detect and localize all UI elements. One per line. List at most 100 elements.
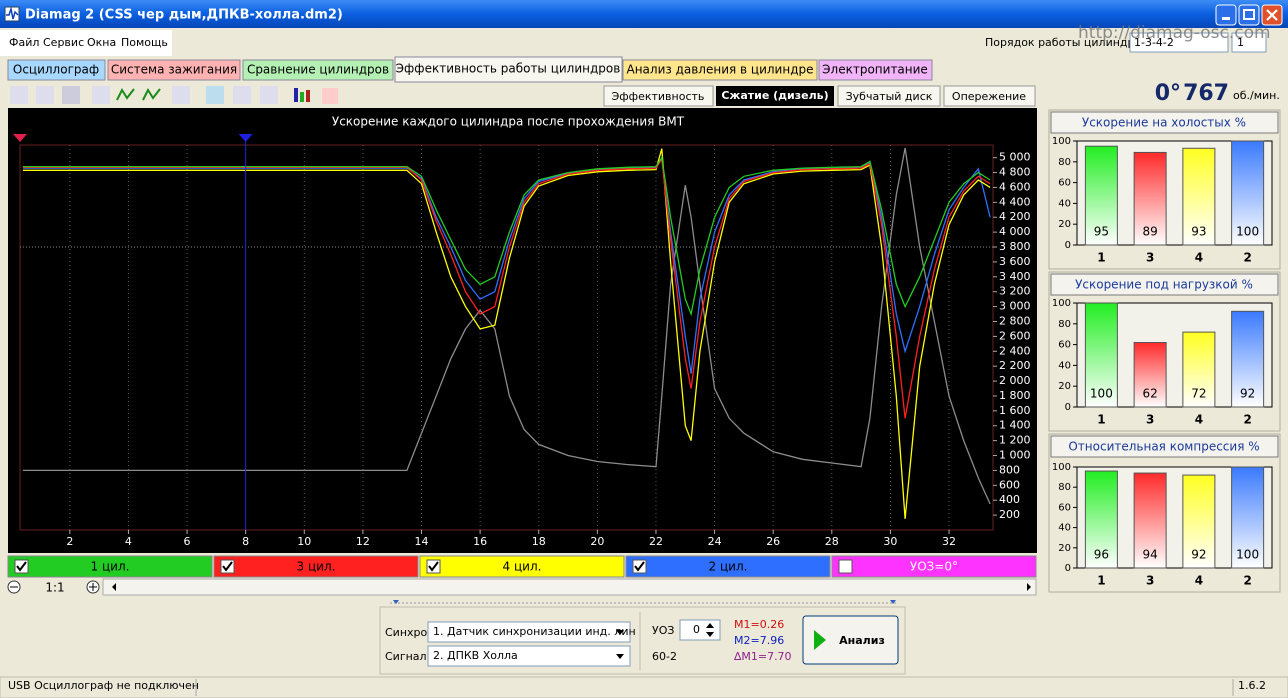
panel-frame (1048, 109, 1281, 270)
tool-button[interactable] (300, 92, 304, 102)
bar-value-label: 93 (1191, 225, 1206, 239)
tab-label: Эффективность работы цилиндров (396, 62, 621, 76)
bar-value-label: 100 (1236, 225, 1259, 239)
tab-active[interactable] (394, 56, 623, 83)
panel-title-button[interactable] (1050, 111, 1279, 134)
x-tick-label: 2 (66, 535, 73, 548)
signal-value: 2. ДПКВ Холла (433, 649, 518, 662)
y-tick-label: 100 (1052, 462, 1071, 473)
minimize-button[interactable] (1215, 4, 1237, 26)
tool-button[interactable] (294, 88, 298, 102)
legend-item[interactable] (213, 555, 419, 578)
cursor-marker[interactable] (13, 134, 27, 142)
y-tick-label: 40 (1058, 523, 1071, 534)
y-tick-label: 20 (1058, 543, 1071, 554)
y-tick-label: 1 200 (999, 434, 1031, 447)
uoz-spin[interactable] (679, 619, 721, 641)
bar (1133, 342, 1167, 408)
menu-item[interactable]: Сервис (43, 36, 84, 49)
y-tick-label: 0 (1065, 402, 1071, 413)
legend-item[interactable] (419, 555, 625, 578)
tab[interactable] (818, 59, 933, 81)
tool-button[interactable] (142, 87, 161, 101)
series-line (22, 147, 991, 505)
panel-title-button[interactable] (1050, 273, 1279, 296)
close-icon (1266, 9, 1278, 21)
toolbar (10, 86, 338, 104)
menu-item[interactable]: Файл (9, 36, 39, 49)
tool-button[interactable] (36, 86, 54, 104)
bar-value-label: 92 (1240, 387, 1255, 401)
tool-button[interactable] (172, 86, 190, 104)
spin-arrows[interactable] (706, 623, 714, 637)
legend-label: 3 цил. (297, 560, 336, 574)
legend-label: 4 цил. (503, 560, 542, 574)
subtab-active[interactable] (716, 86, 834, 106)
y-tick-label: 60 (1058, 502, 1071, 513)
dropdown-arrow (616, 630, 624, 635)
tool-button[interactable] (116, 87, 135, 101)
y-tick-label: 80 (1058, 319, 1071, 330)
subtab[interactable] (603, 85, 714, 107)
tab[interactable] (7, 59, 106, 81)
legend-label: 1 цил. (91, 560, 130, 574)
menu-item[interactable]: Окна (87, 36, 116, 49)
check-mark (222, 561, 233, 572)
tool-button[interactable] (322, 88, 338, 104)
tab[interactable] (622, 59, 818, 81)
tab[interactable] (107, 59, 241, 81)
bar-value-label: 62 (1142, 387, 1157, 401)
analyze-label: Анализ (839, 634, 885, 647)
subtab[interactable] (943, 85, 1036, 107)
x-tick-label: 6 (184, 535, 191, 548)
second-select[interactable] (1231, 32, 1267, 53)
y-tick-label: 0 (1065, 563, 1071, 574)
panel-title-button[interactable] (1050, 435, 1279, 458)
analyze-button[interactable] (802, 615, 899, 665)
menu-item[interactable]: Помощь (121, 36, 168, 49)
legend-checkbox[interactable] (838, 559, 853, 574)
tool-button[interactable] (92, 86, 110, 104)
m1-label: M1=0.26 (734, 618, 784, 631)
y-tick-label: 40 (1058, 198, 1071, 209)
legend-item[interactable] (831, 555, 1037, 578)
bar-value-label: 100 (1090, 387, 1113, 401)
y-tick-label: 200 (999, 508, 1020, 521)
bar (1133, 151, 1167, 246)
rpm-unit: об./мин. (1233, 89, 1280, 102)
x-tick-label: 32 (942, 535, 956, 548)
cylinder-order-select[interactable] (1129, 32, 1229, 53)
sync-select[interactable] (427, 621, 631, 643)
scrollbar[interactable] (102, 578, 1037, 596)
y-tick-label: 4 600 (999, 180, 1031, 193)
panel-title: Относительная компрессия % (1068, 440, 1259, 454)
tool-button[interactable] (62, 86, 80, 104)
x-tick-label: 1 (1097, 413, 1105, 427)
tool-button[interactable] (10, 86, 28, 104)
signal-select[interactable] (427, 645, 631, 667)
x-tick-label: 26 (766, 535, 780, 548)
y-tick-label: 3 600 (999, 255, 1031, 268)
y-tick-label: 100 (1052, 298, 1071, 309)
x-tick-label: 2 (1243, 574, 1251, 588)
x-tick-label: 2 (1243, 413, 1251, 427)
bar (1231, 140, 1265, 246)
tab[interactable] (242, 59, 394, 81)
x-tick-label: 1 (1097, 574, 1105, 588)
panel-title: Ускорение под нагрузкой % (1075, 278, 1253, 292)
y-tick-label: 0 (1065, 240, 1071, 251)
tool-button[interactable] (260, 86, 278, 104)
subtab[interactable] (837, 85, 941, 107)
cursor-marker[interactable] (238, 134, 253, 142)
y-tick-label: 20 (1058, 381, 1071, 392)
tool-button[interactable] (233, 86, 251, 104)
tool-button[interactable] (206, 86, 224, 104)
x-tick-label: 3 (1146, 574, 1154, 588)
legend-item[interactable] (7, 555, 213, 578)
legend-item[interactable] (625, 555, 831, 578)
maximize-button[interactable] (1238, 4, 1260, 26)
tool-button[interactable] (306, 90, 310, 102)
x-tick-label: 10 (297, 535, 311, 548)
